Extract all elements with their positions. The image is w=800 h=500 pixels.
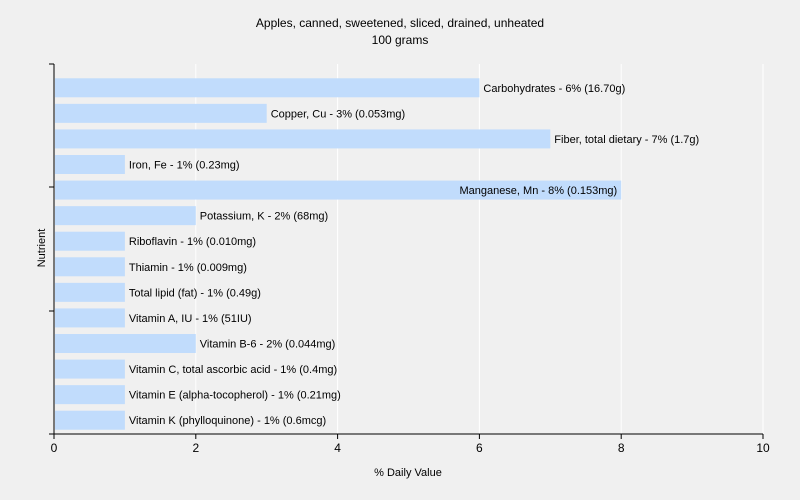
bar bbox=[55, 385, 125, 405]
chart-subtitle: 100 grams bbox=[372, 33, 429, 47]
x-tick-label: 6 bbox=[476, 441, 483, 455]
bars bbox=[55, 78, 622, 430]
x-tick-label: 0 bbox=[51, 441, 58, 455]
x-tick-label: 10 bbox=[756, 441, 770, 455]
bar-label: Vitamin K (phylloquinone) - 1% (0.6mcg) bbox=[129, 415, 326, 427]
bar bbox=[55, 359, 125, 379]
bar-label: Iron, Fe - 1% (0.23mg) bbox=[129, 160, 240, 172]
bar bbox=[55, 78, 480, 98]
x-tick-label: 2 bbox=[192, 441, 199, 455]
plot-area: Carbohydrates - 6% (16.70g) Copper, Cu - … bbox=[55, 64, 764, 434]
x-tick-label: 8 bbox=[618, 441, 625, 455]
bar bbox=[55, 410, 125, 430]
bar-label: Copper, Cu - 3% (0.053mg) bbox=[271, 108, 406, 120]
x-axis-label: % Daily Value bbox=[374, 467, 442, 479]
bar bbox=[55, 282, 125, 302]
bar bbox=[55, 180, 622, 200]
bar-label: Vitamin C, total ascorbic acid - 1% (0.4… bbox=[129, 364, 337, 376]
bar-label: Carbohydrates - 6% (16.70g) bbox=[483, 83, 625, 95]
bar bbox=[55, 257, 125, 277]
bar-label: Vitamin E (alpha-tocopherol) - 1% (0.21m… bbox=[129, 390, 341, 402]
bar-label: Total lipid (fat) - 1% (0.49g) bbox=[129, 287, 261, 299]
bar bbox=[55, 308, 125, 328]
bar-label: Vitamin B-6 - 2% (0.044mg) bbox=[200, 339, 336, 351]
bar-label: Potassium, K - 2% (68mg) bbox=[200, 211, 328, 223]
bar-label: Thiamin - 1% (0.009mg) bbox=[129, 262, 247, 274]
bar-labels: Carbohydrates - 6% (16.70g) Copper, Cu - … bbox=[129, 83, 699, 427]
bar bbox=[55, 103, 267, 123]
bar-label: Fiber, total dietary - 7% (1.7g) bbox=[554, 134, 699, 146]
bar bbox=[55, 129, 551, 149]
axes: 0 2 4 6 8 10 bbox=[49, 63, 770, 455]
y-axis-label: Nutrient bbox=[36, 229, 48, 268]
bar bbox=[55, 231, 125, 251]
bar-label: Manganese, Mn - 8% (0.153mg) bbox=[459, 185, 617, 197]
bar-label: Vitamin A, IU - 1% (51IU) bbox=[129, 313, 252, 325]
bar bbox=[55, 155, 125, 174]
chart-title: Apples, canned, sweetened, sliced, drain… bbox=[256, 16, 544, 30]
bar-label: Riboflavin - 1% (0.010mg) bbox=[129, 236, 256, 248]
bar bbox=[55, 334, 196, 353]
grid-lines bbox=[195, 64, 764, 434]
bar bbox=[55, 206, 196, 226]
x-tick-label: 4 bbox=[334, 441, 341, 455]
